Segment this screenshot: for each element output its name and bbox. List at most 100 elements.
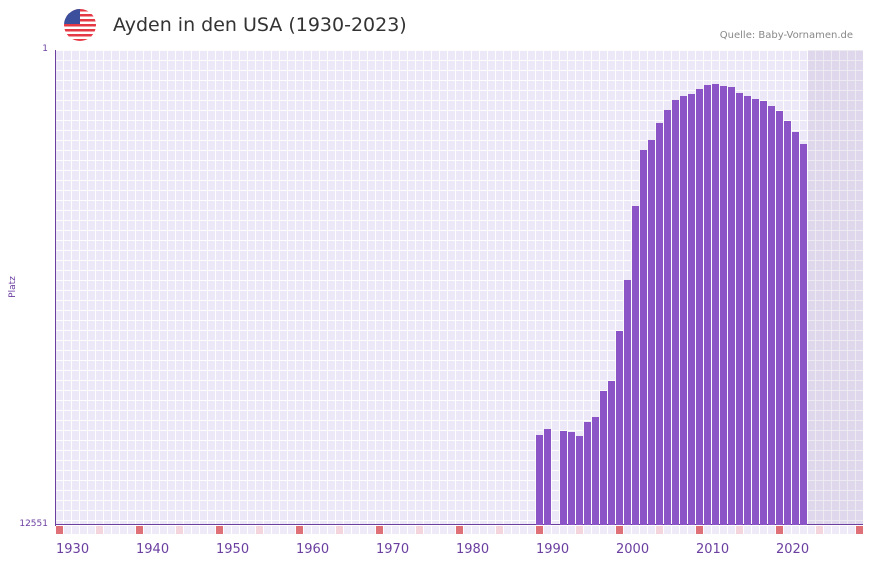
year-marker [472, 526, 479, 534]
bar-2018[interactable] [760, 100, 767, 525]
bar-2011[interactable] [704, 85, 711, 525]
bar-1991[interactable] [544, 429, 551, 525]
bar-2003[interactable] [640, 149, 647, 525]
bar-1994[interactable] [568, 432, 575, 525]
year-marker [408, 526, 415, 534]
year-marker [72, 526, 79, 534]
year-marker [144, 526, 151, 534]
year-marker [728, 526, 735, 534]
year-marker [808, 526, 815, 534]
year-marker [832, 526, 839, 534]
year-marker [768, 526, 775, 534]
bar-2007[interactable] [672, 99, 679, 525]
year-marker [320, 526, 327, 534]
year-marker [264, 526, 271, 534]
year-marker [608, 526, 615, 534]
year-marker [80, 526, 87, 534]
year-marker [352, 526, 359, 534]
year-marker [592, 526, 599, 534]
x-tick-2020: 2020 [776, 542, 810, 557]
bar-2013[interactable] [720, 85, 727, 525]
bar-2009[interactable] [688, 94, 695, 525]
year-marker [304, 526, 311, 534]
year-marker [216, 526, 223, 534]
bar-2001[interactable] [624, 280, 631, 525]
year-marker [328, 526, 335, 534]
year-marker [744, 526, 751, 534]
year-marker [752, 526, 759, 534]
year-marker [344, 526, 351, 534]
bar-1997[interactable] [592, 417, 599, 525]
year-marker [160, 526, 167, 534]
year-marker [664, 526, 671, 534]
year-marker [96, 526, 103, 534]
bar-2004[interactable] [648, 140, 655, 525]
bar-2000[interactable] [616, 330, 623, 525]
bar-2017[interactable] [752, 98, 759, 525]
year-marker [520, 526, 527, 534]
year-marker [56, 526, 63, 534]
year-marker [672, 526, 679, 534]
year-marker [568, 526, 575, 534]
year-marker [784, 526, 791, 534]
bar-1999[interactable] [608, 380, 615, 525]
year-marker [128, 526, 135, 534]
year-marker [336, 526, 343, 534]
year-marker [648, 526, 655, 534]
bar-2021[interactable] [784, 121, 791, 525]
y-tick-top: 1 [42, 44, 48, 54]
year-marker [632, 526, 639, 534]
year-marker [192, 526, 199, 534]
year-marker [152, 526, 159, 534]
year-marker [312, 526, 319, 534]
year-marker [240, 526, 247, 534]
year-marker [680, 526, 687, 534]
year-marker [536, 526, 543, 534]
bar-1995[interactable] [576, 436, 583, 525]
bar-2015[interactable] [736, 92, 743, 525]
bar-2006[interactable] [664, 109, 671, 525]
bar-2002[interactable] [632, 205, 639, 525]
year-marker [576, 526, 583, 534]
year-marker [640, 526, 647, 534]
year-marker [88, 526, 95, 534]
y-axis-label: Platz [8, 276, 18, 298]
year-marker [624, 526, 631, 534]
year-marker [512, 526, 519, 534]
bar-1990[interactable] [536, 434, 543, 525]
year-marker [256, 526, 263, 534]
bar-2008[interactable] [680, 95, 687, 525]
year-marker [392, 526, 399, 534]
bar-2010[interactable] [696, 88, 703, 525]
bar-2020[interactable] [776, 110, 783, 525]
year-marker [496, 526, 503, 534]
bar-2016[interactable] [744, 95, 751, 525]
year-marker [360, 526, 367, 534]
year-marker [232, 526, 239, 534]
bar-2019[interactable] [768, 106, 775, 525]
x-tick-1980: 1980 [456, 542, 490, 557]
bar-2012[interactable] [712, 83, 719, 525]
year-marker [584, 526, 591, 534]
year-marker [104, 526, 111, 534]
bar-2005[interactable] [656, 123, 663, 525]
year-marker [248, 526, 255, 534]
bar-2023[interactable] [800, 143, 807, 525]
source-label: Quelle: Baby-Vornamen.de [719, 30, 853, 41]
bar-1998[interactable] [600, 390, 607, 525]
year-marker [720, 526, 727, 534]
bar-2022[interactable] [792, 132, 799, 525]
year-marker [184, 526, 191, 534]
year-marker [616, 526, 623, 534]
y-axis [55, 50, 56, 526]
x-tick-1950: 1950 [216, 542, 250, 557]
year-marker [736, 526, 743, 534]
bar-1996[interactable] [584, 422, 591, 525]
year-marker [656, 526, 663, 534]
bar-2014[interactable] [728, 86, 735, 525]
bar-1993[interactable] [560, 430, 567, 525]
x-tick-2000: 2000 [616, 542, 650, 557]
us-flag-icon [64, 9, 96, 41]
x-tick-1970: 1970 [376, 542, 410, 557]
year-marker [552, 526, 559, 534]
